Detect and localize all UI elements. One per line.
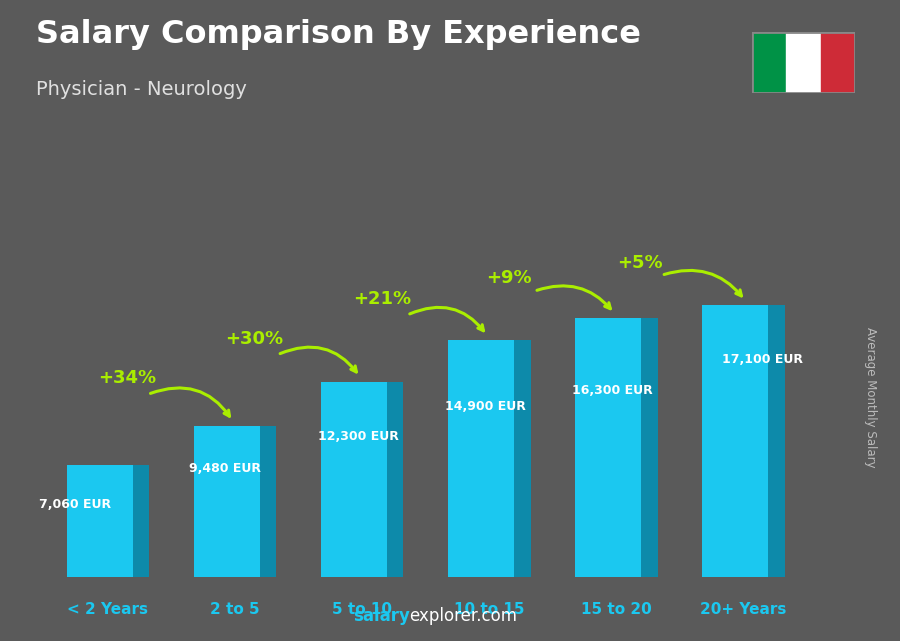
Text: +34%: +34% (98, 369, 157, 388)
Polygon shape (194, 426, 260, 577)
Text: Salary Comparison By Experience: Salary Comparison By Experience (36, 19, 641, 50)
Text: +9%: +9% (486, 269, 532, 288)
Text: 12,300 EUR: 12,300 EUR (319, 430, 399, 443)
Polygon shape (67, 465, 132, 577)
Text: 15 to 20: 15 to 20 (581, 603, 652, 617)
Polygon shape (320, 381, 387, 577)
Text: 7,060 EUR: 7,060 EUR (39, 497, 111, 511)
Text: Average Monthly Salary: Average Monthly Salary (865, 327, 878, 468)
Text: +21%: +21% (353, 290, 410, 308)
Polygon shape (769, 306, 785, 577)
Text: 2 to 5: 2 to 5 (210, 603, 260, 617)
Text: +5%: +5% (617, 254, 662, 272)
Text: Physician - Neurology: Physician - Neurology (36, 80, 247, 99)
Polygon shape (575, 318, 641, 577)
Text: salary: salary (353, 607, 410, 625)
Polygon shape (260, 426, 276, 577)
Polygon shape (702, 306, 769, 577)
Text: 17,100 EUR: 17,100 EUR (723, 353, 804, 366)
Text: explorer.com: explorer.com (410, 607, 518, 625)
Bar (786, 32, 821, 93)
Text: 16,300 EUR: 16,300 EUR (572, 384, 653, 397)
Text: 14,900 EUR: 14,900 EUR (446, 400, 526, 413)
Bar (752, 32, 786, 93)
Polygon shape (448, 340, 514, 577)
Polygon shape (641, 318, 658, 577)
Text: +30%: +30% (226, 330, 284, 348)
Text: 10 to 15: 10 to 15 (454, 603, 525, 617)
Polygon shape (132, 465, 149, 577)
Polygon shape (514, 340, 530, 577)
Text: < 2 Years: < 2 Years (68, 603, 148, 617)
Text: 20+ Years: 20+ Years (700, 603, 787, 617)
Text: 5 to 10: 5 to 10 (332, 603, 392, 617)
Polygon shape (387, 381, 403, 577)
Bar (821, 32, 855, 93)
Text: 9,480 EUR: 9,480 EUR (189, 462, 261, 475)
